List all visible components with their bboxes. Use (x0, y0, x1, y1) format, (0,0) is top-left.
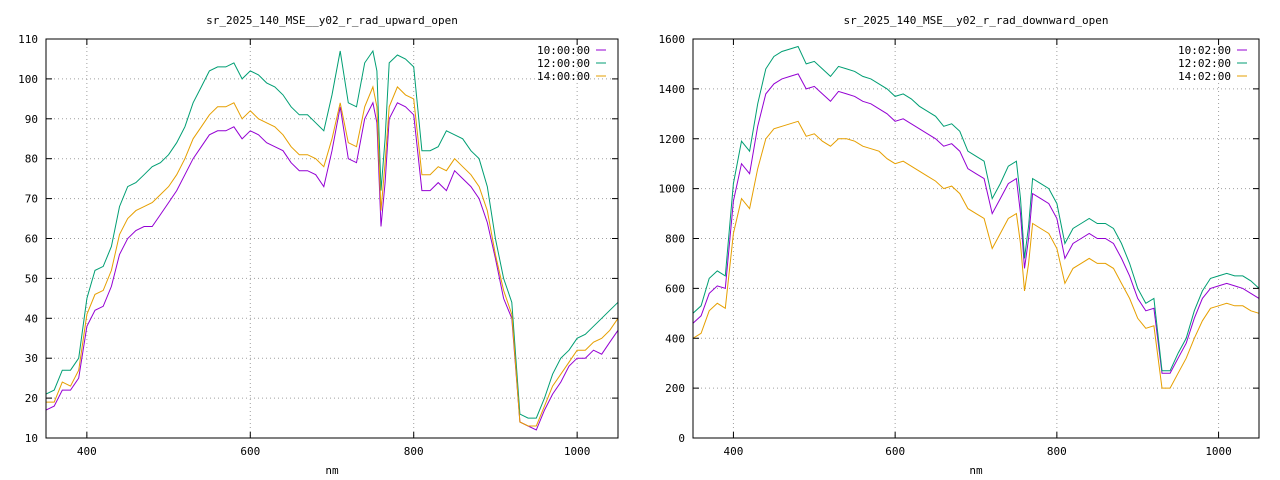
gridlines (693, 39, 1259, 438)
x-tick-label: 800 (404, 445, 424, 458)
series-line-14-00-00 (46, 85, 619, 427)
axis-ticks: 400 600 800 1000 10 20 30 40 50 60 70 80 90 100 110 (18, 33, 618, 458)
series-line-10-02-00 (692, 73, 1260, 374)
x-tick-label: 800 (1047, 445, 1067, 458)
y-tick-label: 80 (25, 153, 38, 166)
legend-label: 14:00:00 (537, 70, 590, 83)
chart-title: sr_2025_140_MSE__y02_r_rad_upward_open (206, 14, 458, 27)
y-tick-label: 100 (18, 73, 38, 86)
y-tick-label: 10 (25, 432, 38, 445)
series-line-12-00-00 (45, 49, 619, 419)
chart-title: sr_2025_140_MSE__y02_r_rad_downward_open (844, 14, 1109, 27)
y-tick-label: 50 (25, 272, 38, 285)
y-tick-label: 600 (665, 282, 685, 295)
y-tick-label: 110 (18, 33, 38, 46)
y-tick-label: 1600 (659, 33, 686, 46)
downward-radiance-chart: sr_2025_140_MSE__y02_r_rad_downward_open… (640, 0, 1280, 480)
upward-radiance-chart: sr_2025_140_MSE__y02_r_rad_upward_open n… (18, 14, 619, 477)
legend-label: 12:02:00 (1178, 57, 1231, 70)
x-tick-label: 600 (885, 445, 905, 458)
x-tick-label: 600 (240, 445, 260, 458)
y-tick-label: 800 (665, 233, 685, 246)
gridlines (46, 39, 618, 438)
y-tick-label: 90 (25, 113, 38, 126)
legend-label: 10:02:00 (1178, 44, 1231, 57)
x-axis-label: nm (325, 464, 339, 477)
x-tick-label: 400 (77, 445, 97, 458)
downward-radiance-plot: sr_2025_140_MSE__y02_r_rad_downward_open… (659, 14, 1260, 477)
y-tick-label: 1000 (659, 183, 686, 196)
y-tick-label: 1400 (659, 83, 686, 96)
y-tick-label: 1200 (659, 133, 686, 146)
legend-label: 12:00:00 (537, 57, 590, 70)
legend-label: 14:02:00 (1178, 70, 1231, 83)
y-tick-label: 0 (678, 432, 685, 445)
x-tick-label: 1000 (1205, 445, 1232, 458)
series-line-10-00-00 (45, 101, 619, 431)
plot-frame (45, 38, 619, 439)
x-tick-label: 400 (723, 445, 743, 458)
y-tick-label: 70 (25, 193, 38, 206)
series-line-14-02-00 (692, 120, 1260, 389)
x-tick-label: 1000 (564, 445, 591, 458)
axis-ticks: 400 600 800 1000 0 200 400 600 800 1000 1200 1400 16… (659, 33, 1259, 458)
legend-label: 10:00:00 (537, 44, 590, 57)
upward-radiance-plot: sr_2025_140_MSE__y02_r_rad_upward_open n… (18, 14, 619, 477)
series-lines (692, 45, 1260, 389)
series-line-12-02-00 (692, 45, 1260, 372)
y-tick-label: 40 (25, 312, 38, 325)
y-tick-label: 20 (25, 392, 38, 405)
y-tick-label: 60 (25, 233, 38, 246)
y-tick-label: 30 (25, 352, 38, 365)
x-axis-label: nm (969, 464, 983, 477)
y-tick-label: 400 (665, 332, 685, 345)
y-tick-label: 200 (665, 382, 685, 395)
series-lines (45, 49, 619, 431)
